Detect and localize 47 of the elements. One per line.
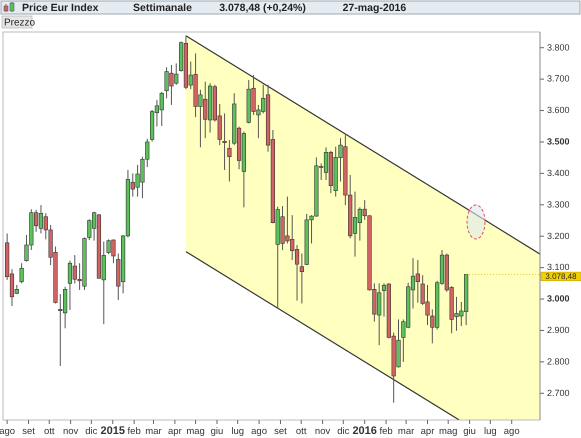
- y-tick-label: 3.400: [547, 168, 570, 178]
- y-tick-label: 3.600: [547, 105, 570, 116]
- x-tick-label: lug: [231, 426, 244, 437]
- x-tick-label: 2015: [100, 425, 125, 437]
- x-tick-label: mar: [145, 426, 162, 437]
- text: 27-mag-2016: [342, 2, 406, 14]
- y-tick-label: 2.900: [547, 325, 570, 336]
- x-tick-label: ago: [0, 426, 16, 437]
- candlestick: [20, 262, 24, 284]
- y-tick-label: 2.800: [547, 356, 570, 366]
- y-tick-label: 2.700: [547, 388, 570, 398]
- x-tick-label: ott: [296, 426, 307, 437]
- x-tick-label: set: [22, 426, 36, 437]
- x-tick-label: apr: [168, 426, 182, 437]
- x-tick-label: ott: [44, 426, 55, 437]
- x-tick-label: feb: [379, 426, 393, 437]
- chart-subtitle: Settimanale: [133, 2, 192, 14]
- x-tick-label: apr: [420, 426, 434, 437]
- candlestick: [227, 140, 232, 182]
- x-tick-label: giu: [210, 426, 224, 437]
- x-tick-label: lug: [484, 426, 497, 437]
- chart-title: Price Eur Index: [22, 2, 99, 14]
- y-axis-title: Prezzo: [4, 18, 36, 28]
- x-tick-label: ago: [251, 426, 268, 437]
- x-tick-label: giu: [463, 426, 476, 437]
- x-tick-label: nov: [62, 426, 79, 437]
- y-tick-label: 3.200: [547, 230, 570, 241]
- y-tick-label: 3.300: [547, 199, 570, 210]
- x-tick-label: ago: [504, 426, 520, 437]
- x-tick-label: feb: [128, 426, 141, 437]
- x-tick-label: set: [274, 426, 288, 437]
- y-tick-label: 3.500: [547, 136, 570, 147]
- x-tick-label: dic: [337, 426, 350, 437]
- text: 3.078,48 (+0,24%): [219, 2, 306, 14]
- y-tick-label: 3.100: [547, 262, 570, 272]
- y-tick-label: 3.800: [547, 42, 570, 52]
- x-tick-label: dic: [85, 426, 98, 437]
- x-tick-label: 2016: [352, 425, 377, 437]
- x-tick-label: mag: [186, 426, 205, 437]
- x-tick-label: nov: [314, 426, 330, 437]
- y-tick-label: 3.000: [547, 294, 570, 304]
- annotation: 3.078,48: [545, 272, 578, 282]
- x-tick-label: mag: [438, 426, 458, 437]
- y-tick-label: 3.700: [547, 74, 570, 84]
- candlestick: [222, 112, 227, 170]
- candlestick: [300, 252, 304, 304]
- x-tick-label: mar: [398, 426, 414, 437]
